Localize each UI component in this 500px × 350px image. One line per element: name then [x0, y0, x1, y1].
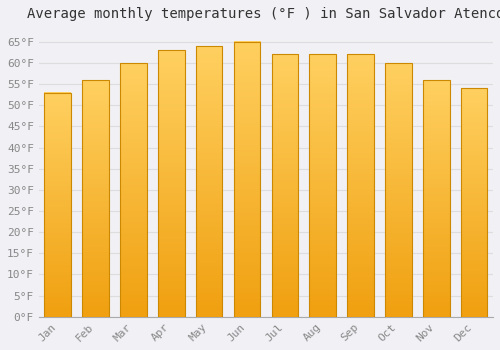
Bar — [310, 55, 336, 317]
Bar — [196, 46, 222, 317]
Bar — [385, 63, 411, 317]
Bar — [461, 88, 487, 317]
Bar — [120, 63, 146, 317]
Bar — [348, 55, 374, 317]
Bar — [44, 92, 71, 317]
Bar — [272, 55, 298, 317]
Bar — [82, 80, 109, 317]
Title: Average monthly temperatures (°F ) in San Salvador Atenco: Average monthly temperatures (°F ) in Sa… — [27, 7, 500, 21]
Bar — [234, 42, 260, 317]
Bar — [158, 50, 184, 317]
Bar — [423, 80, 450, 317]
